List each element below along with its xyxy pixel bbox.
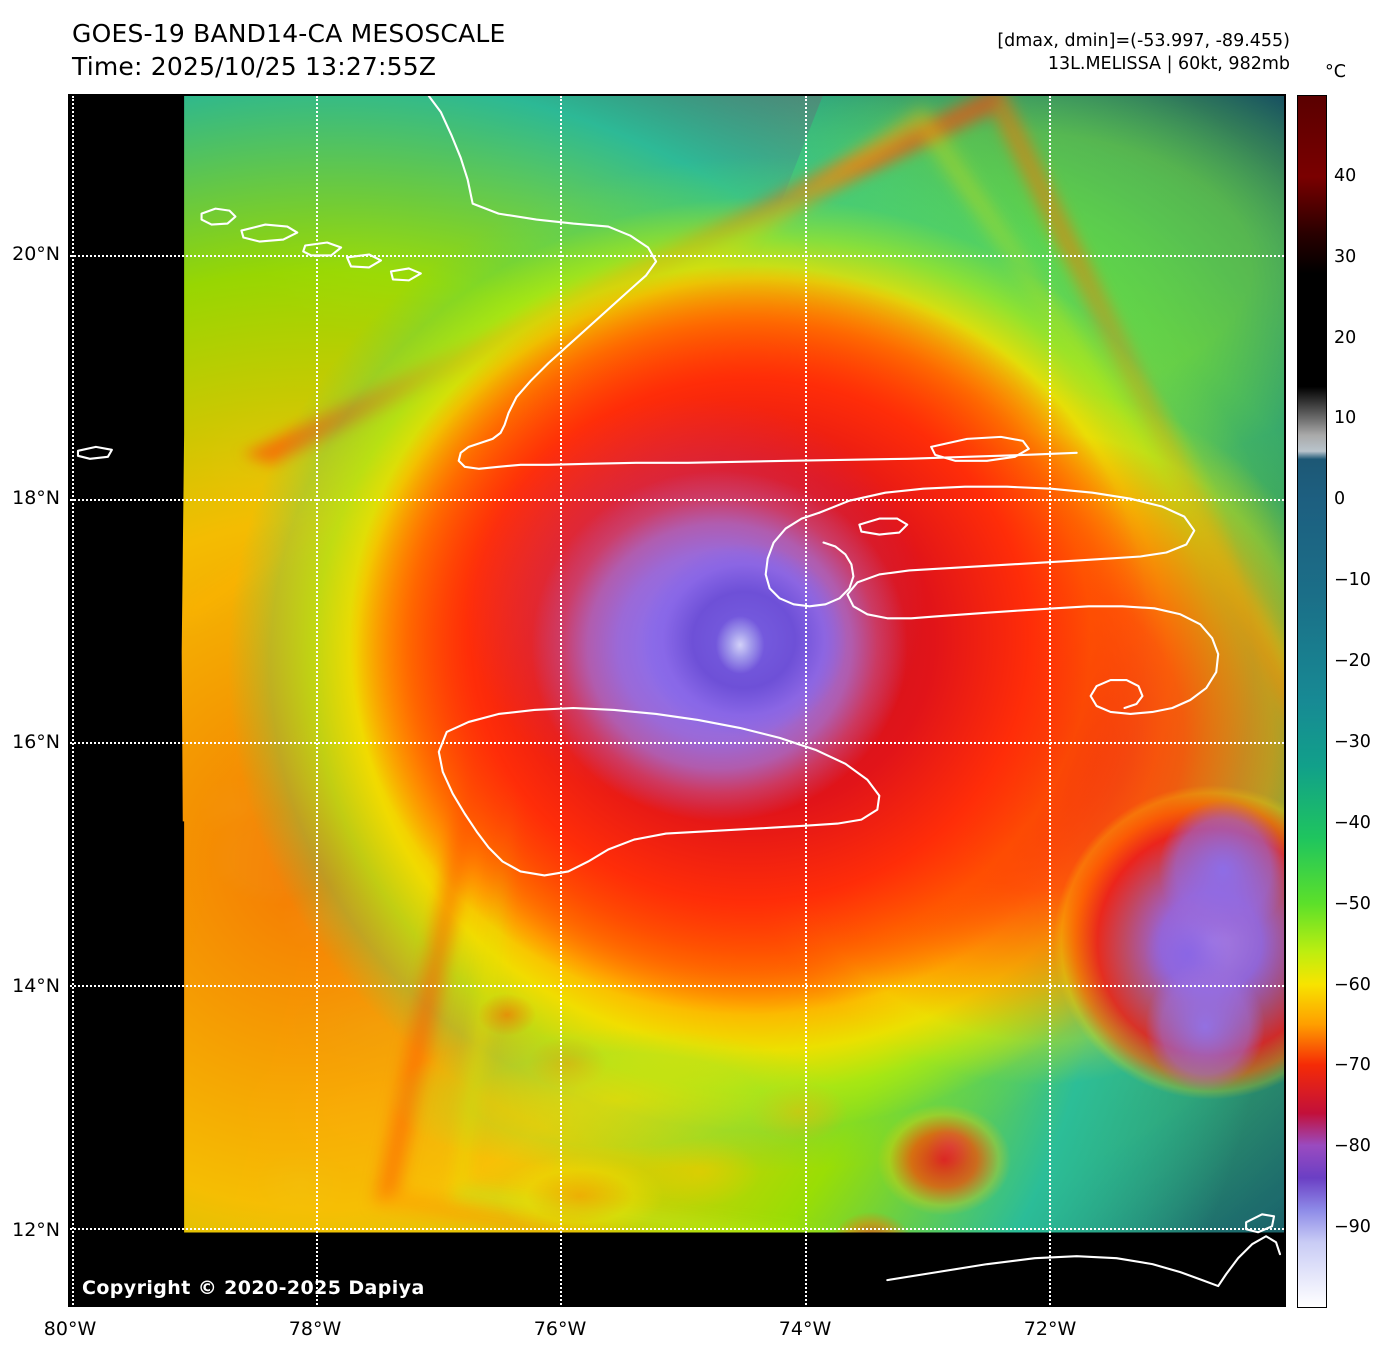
coastline-cayman-brac	[240, 223, 299, 243]
colorbar-unit-label: °C	[1325, 62, 1346, 82]
gridline-lon-74w	[804, 96, 807, 1305]
header-left: GOES-19 BAND14-CA MESOSCALE Time: 2025/1…	[72, 18, 506, 83]
y-tick-label: 12°N	[12, 1219, 60, 1241]
colorbar-tick-label: 0	[1334, 489, 1346, 510]
gridline-lat-12n	[70, 1228, 1284, 1231]
coastline-south-america	[886, 1235, 1282, 1288]
coastline-haiti-west	[764, 511, 855, 608]
colorbar-tick-label: 40	[1334, 165, 1357, 186]
no-data-region-bottom	[70, 1232, 1284, 1305]
coastline-cayman-small2	[389, 267, 422, 282]
no-data-region-lower-left	[70, 821, 185, 1305]
colorbar-tick-label: 20	[1334, 327, 1357, 348]
colorbar-tick-label: −90	[1334, 1217, 1371, 1238]
satellite-raster	[70, 96, 1284, 1305]
coastline-gonave	[858, 517, 909, 536]
southern-cloud-band	[70, 96, 1284, 1305]
coastline-overlay	[76, 96, 1282, 1288]
colorbar-tick-label: −10	[1334, 570, 1371, 591]
temperature-colorbar	[1297, 95, 1327, 1308]
colorbar-tick-label: −40	[1334, 812, 1371, 833]
gridline-lat-14n	[70, 985, 1284, 988]
coastline-cuba	[427, 96, 1078, 470]
x-tick-label: 74°W	[778, 1318, 832, 1340]
storm-info: 13L.MELISSA | 60kt, 982mb	[1047, 54, 1290, 75]
data-range-readout: [dmax, dmin]=(-53.997, -89.455)	[997, 31, 1290, 51]
gridline-lon-78w	[316, 96, 319, 1305]
colorbar-tick-label: −30	[1334, 731, 1371, 752]
x-tick-label: 76°W	[533, 1318, 587, 1340]
x-tick-label: 72°W	[1023, 1318, 1077, 1340]
coastline-tortuga	[930, 435, 1030, 462]
copyright-notice: Copyright © 2020-2025 Dapiya	[82, 1277, 425, 1299]
colorbar-tick-label: −20	[1334, 651, 1371, 672]
y-tick-label: 18°N	[12, 487, 60, 509]
colorbar-tick-label: −60	[1334, 974, 1371, 995]
y-tick-label: 14°N	[12, 975, 60, 997]
header-right: [dmax, dmin]=(-53.997, -89.455) 13L.MELI…	[997, 30, 1290, 76]
gridline-lat-20n	[70, 255, 1284, 258]
colorbar-gradient	[1298, 96, 1326, 1307]
colorbar-tick-label: −70	[1334, 1055, 1371, 1076]
x-tick-label: 78°W	[288, 1318, 342, 1340]
colorbar-tick-label: −50	[1334, 893, 1371, 914]
gridline-lon-72w	[1048, 96, 1051, 1305]
gridline-lat-16n	[70, 741, 1284, 744]
coastline-navassa	[76, 445, 113, 460]
y-tick-label: 16°N	[12, 731, 60, 753]
timestamp: Time: 2025/10/25 13:27:55Z	[72, 51, 437, 81]
colorbar-tick-label: 30	[1334, 246, 1357, 267]
coastline-cayman-grand	[200, 207, 237, 226]
colorbar-tick-label: 10	[1334, 408, 1357, 429]
coastline-cayman-small1	[346, 253, 383, 269]
coastline-hispaniola	[818, 485, 1220, 716]
satellite-image-plot	[68, 94, 1286, 1307]
gridline-lat-18n	[70, 498, 1284, 501]
gridline-lon-76w	[560, 96, 563, 1305]
colorbar-tick-label: −80	[1334, 1136, 1371, 1157]
page-title: GOES-19 BAND14-CA MESOSCALE	[72, 19, 506, 48]
coastline-cayman-little	[302, 241, 343, 257]
x-tick-label: 80°W	[43, 1318, 97, 1340]
coastline-jamaica	[437, 706, 881, 877]
gridline-lon-80w	[71, 96, 74, 1305]
y-tick-label: 20°N	[12, 243, 60, 265]
